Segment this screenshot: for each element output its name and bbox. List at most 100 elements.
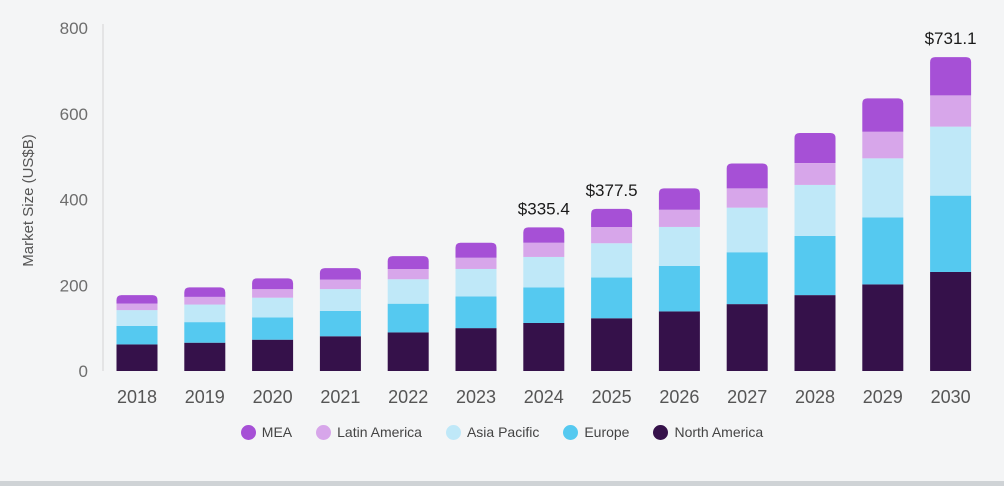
bar-segment-latin-america-2028: [794, 163, 836, 185]
bar-segment-asia-pacific-2022: [387, 279, 429, 304]
bar-segment-europe-2020: [252, 317, 294, 340]
y-tick-label: 200: [60, 276, 88, 295]
x-tick-label: 2021: [320, 387, 360, 407]
bar-segment-mea-2025: [591, 208, 633, 227]
y-tick-label: 0: [79, 362, 88, 381]
x-tick-label: 2018: [117, 387, 157, 407]
bar-segment-asia-pacific-2018: [116, 310, 158, 326]
bar-segment-latin-america-2021: [319, 279, 361, 290]
legend-item-north-america[interactable]: North America: [653, 424, 763, 440]
bar-segment-mea-2019: [184, 287, 226, 297]
bar-segment-north-america-2021: [319, 336, 361, 371]
bar-segment-mea-2024: [523, 227, 565, 243]
x-tick-label: 2023: [456, 387, 496, 407]
x-tick-label: 2022: [388, 387, 428, 407]
bar-segment-europe-2028: [794, 235, 836, 296]
x-tick-label: 2024: [524, 387, 564, 407]
bar-segment-europe-2027: [726, 252, 768, 305]
x-tick-label: 2019: [185, 387, 225, 407]
bar-segment-europe-2021: [319, 310, 361, 337]
bar-segment-north-america-2030: [930, 271, 972, 371]
bar-segment-north-america-2026: [658, 311, 700, 371]
y-axis-title: Market Size (US$B): [20, 134, 37, 267]
stacked-bar-chart: 0 200 400 600 800 Market Size (US$B) 2018 2019 2…: [20, 19, 977, 407]
bar-segment-asia-pacific-2027: [726, 207, 768, 253]
data-label-2024: $335.4: [518, 199, 570, 218]
legend-item-asia-pacific[interactable]: Asia Pacific: [445, 424, 540, 440]
bar-segment-europe-2025: [591, 277, 633, 319]
bar-segment-north-america-2024: [523, 322, 565, 371]
y-tick-label: 400: [60, 191, 88, 210]
x-tick-label: 2030: [931, 387, 971, 407]
x-tick-label: 2028: [795, 387, 835, 407]
legend-label-latin-america: Latin America: [337, 424, 422, 440]
bar-segment-north-america-2022: [387, 332, 429, 371]
bar-segment-latin-america-2018: [116, 303, 158, 311]
legend-label-asia-pacific: Asia Pacific: [466, 424, 540, 440]
bar-segment-asia-pacific-2026: [658, 226, 700, 266]
bar-segment-mea-2021: [319, 268, 361, 280]
bar-segment-north-america-2028: [794, 295, 836, 371]
bar-segment-europe-2026: [658, 265, 700, 312]
bar-segment-latin-america-2030: [930, 95, 972, 127]
x-tick-label: 2026: [659, 387, 699, 407]
bar-segment-asia-pacific-2030: [930, 126, 972, 196]
bar-segment-mea-2018: [116, 295, 158, 304]
legend-swatch-latin-america: [316, 424, 332, 440]
bar-segment-mea-2026: [658, 188, 700, 210]
bar-segment-mea-2029: [862, 98, 904, 132]
bar-segment-latin-america-2024: [523, 242, 565, 257]
bar-segment-mea-2030: [930, 57, 972, 96]
x-tick-label: 2020: [253, 387, 293, 407]
x-tick-label: 2029: [863, 387, 903, 407]
legend-label-mea: MEA: [261, 424, 293, 440]
bar-segment-latin-america-2027: [726, 188, 768, 208]
legend-swatch-mea: [240, 424, 256, 440]
y-tick-label: 600: [60, 105, 88, 124]
bar-segment-europe-2018: [116, 325, 158, 345]
bar-segment-asia-pacific-2019: [184, 304, 226, 323]
bar-segment-north-america-2029: [862, 284, 904, 371]
y-tick-label: 800: [60, 19, 88, 38]
bar-segment-europe-2024: [523, 287, 565, 323]
legend: MEA Latin America Asia Pacific Europe No…: [0, 424, 1004, 440]
bottom-divider: [0, 481, 1004, 486]
legend-item-europe[interactable]: Europe: [563, 424, 629, 440]
bar-segment-europe-2023: [455, 296, 497, 329]
bar-segment-latin-america-2029: [862, 131, 904, 159]
bar-segment-mea-2020: [252, 278, 294, 290]
legend-item-mea[interactable]: MEA: [240, 424, 293, 440]
legend-swatch-asia-pacific: [445, 424, 461, 440]
bar-segment-latin-america-2025: [591, 226, 633, 244]
bar-segment-mea-2022: [387, 256, 429, 269]
bar-segment-asia-pacific-2029: [862, 158, 904, 218]
bar-segment-north-america-2019: [184, 342, 226, 371]
bar-segment-asia-pacific-2025: [591, 243, 633, 278]
bar-segment-europe-2030: [930, 195, 972, 272]
x-tick-label: 2027: [727, 387, 767, 407]
x-tick-label: 2025: [592, 387, 632, 407]
data-label-2030: $731.1: [925, 29, 977, 48]
bar-segment-asia-pacific-2024: [523, 256, 565, 288]
bar-segment-mea-2023: [455, 242, 497, 258]
legend-item-latin-america[interactable]: Latin America: [316, 424, 422, 440]
legend-swatch-europe: [563, 424, 579, 440]
bar-segment-north-america-2027: [726, 304, 768, 371]
bar-segment-asia-pacific-2021: [319, 289, 361, 311]
bar-segment-europe-2019: [184, 322, 226, 343]
bar-segment-latin-america-2022: [387, 268, 429, 280]
bar-segment-asia-pacific-2028: [794, 184, 836, 236]
bar-segment-north-america-2023: [455, 328, 497, 371]
bar-segment-asia-pacific-2023: [455, 268, 497, 297]
bar-segment-latin-america-2019: [184, 296, 226, 305]
bar-segment-mea-2027: [726, 163, 768, 189]
bar-segment-mea-2028: [794, 133, 836, 164]
bar-segment-north-america-2018: [116, 344, 158, 371]
legend-label-europe: Europe: [584, 424, 630, 440]
bar-segment-europe-2022: [387, 303, 429, 333]
bar-segment-latin-america-2020: [252, 289, 294, 298]
legend-label-north-america: North America: [674, 424, 764, 440]
bar-segment-north-america-2020: [252, 339, 294, 371]
bar-segment-europe-2029: [862, 217, 904, 285]
bar-segment-latin-america-2023: [455, 257, 497, 269]
